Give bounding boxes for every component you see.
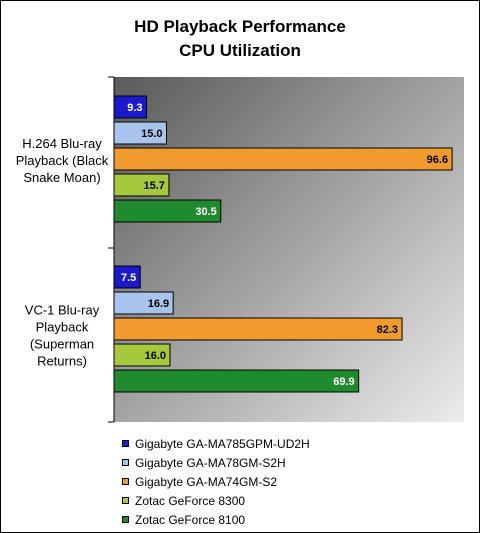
data-label-1-2: 82.3 xyxy=(377,324,398,336)
legend-label: Zotac GeForce 8300 xyxy=(135,493,246,508)
bar-1-3 xyxy=(113,343,171,367)
data-label-0-0: 9.3 xyxy=(127,102,142,114)
legend-swatch xyxy=(122,516,129,523)
legend-item-3: Zotac GeForce 8300 xyxy=(122,491,310,510)
category-label-1-2: (Superman xyxy=(30,337,94,352)
data-label-1-3: 16.0 xyxy=(145,350,166,362)
legend-item-2: Gigabyte GA-MA74GM-S2 xyxy=(122,472,310,491)
legend-swatch xyxy=(122,440,129,447)
legend-swatch xyxy=(122,459,129,466)
data-label-1-4: 69.9 xyxy=(333,376,354,388)
data-label-0-3: 15.7 xyxy=(144,180,165,192)
bar-0-1 xyxy=(113,121,167,145)
data-label-1-0: 7.5 xyxy=(121,272,136,284)
bar-0-2 xyxy=(113,147,453,171)
legend-label: Gigabyte GA-MA785GPM-UD2H xyxy=(135,436,310,451)
data-label-0-4: 30.5 xyxy=(195,206,216,218)
category-label-0-1: Playback (Black xyxy=(16,153,109,168)
legend-label: Gigabyte GA-MA74GM-S2 xyxy=(135,474,278,489)
category-label-1-3: Returns) xyxy=(37,354,87,369)
legend-swatch xyxy=(122,497,129,504)
bar-0-4 xyxy=(113,199,222,223)
bar-1-2 xyxy=(113,317,403,341)
legend-item-0: Gigabyte GA-MA785GPM-UD2H xyxy=(122,434,310,453)
legend-item-4: Zotac GeForce 8100 xyxy=(122,510,310,529)
plot-area xyxy=(114,77,464,422)
bar-0-3 xyxy=(113,173,170,197)
bar-0-0 xyxy=(113,95,148,119)
bar-1-0 xyxy=(113,265,141,289)
chart-title-line1: HD Playback Performance xyxy=(134,17,346,36)
category-label-1-1: Playback xyxy=(36,320,89,335)
legend: Gigabyte GA-MA785GPM-UD2H Gigabyte GA-MA7… xyxy=(122,434,310,529)
chart-title-line2: CPU Utilization xyxy=(179,41,301,60)
category-label-0-0: H.264 Blu-ray xyxy=(22,136,102,151)
data-label-0-2: 96.6 xyxy=(427,154,448,166)
category-label-1-0: VC-1 Blu-ray xyxy=(25,303,100,318)
legend-item-1: Gigabyte GA-MA78GM-S2H xyxy=(122,453,310,472)
category-label-0-2: Snake Moan) xyxy=(23,170,100,185)
data-label-1-1: 16.9 xyxy=(148,298,169,310)
legend-label: Zotac GeForce 8100 xyxy=(135,512,246,527)
legend-swatch xyxy=(122,478,129,485)
bar-1-1 xyxy=(113,291,174,315)
legend-label: Gigabyte GA-MA78GM-S2H xyxy=(135,455,286,470)
bar-1-4 xyxy=(113,369,360,393)
data-label-0-1: 15.0 xyxy=(141,128,162,140)
